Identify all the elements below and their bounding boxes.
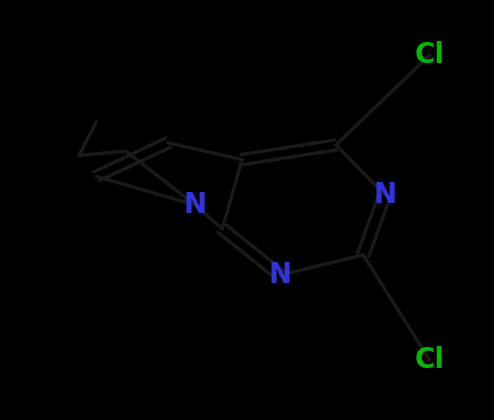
Text: Cl: Cl [415, 346, 445, 374]
Text: N: N [184, 191, 206, 219]
Text: N: N [269, 261, 291, 289]
Text: Cl: Cl [415, 41, 445, 69]
Text: N: N [373, 181, 396, 209]
